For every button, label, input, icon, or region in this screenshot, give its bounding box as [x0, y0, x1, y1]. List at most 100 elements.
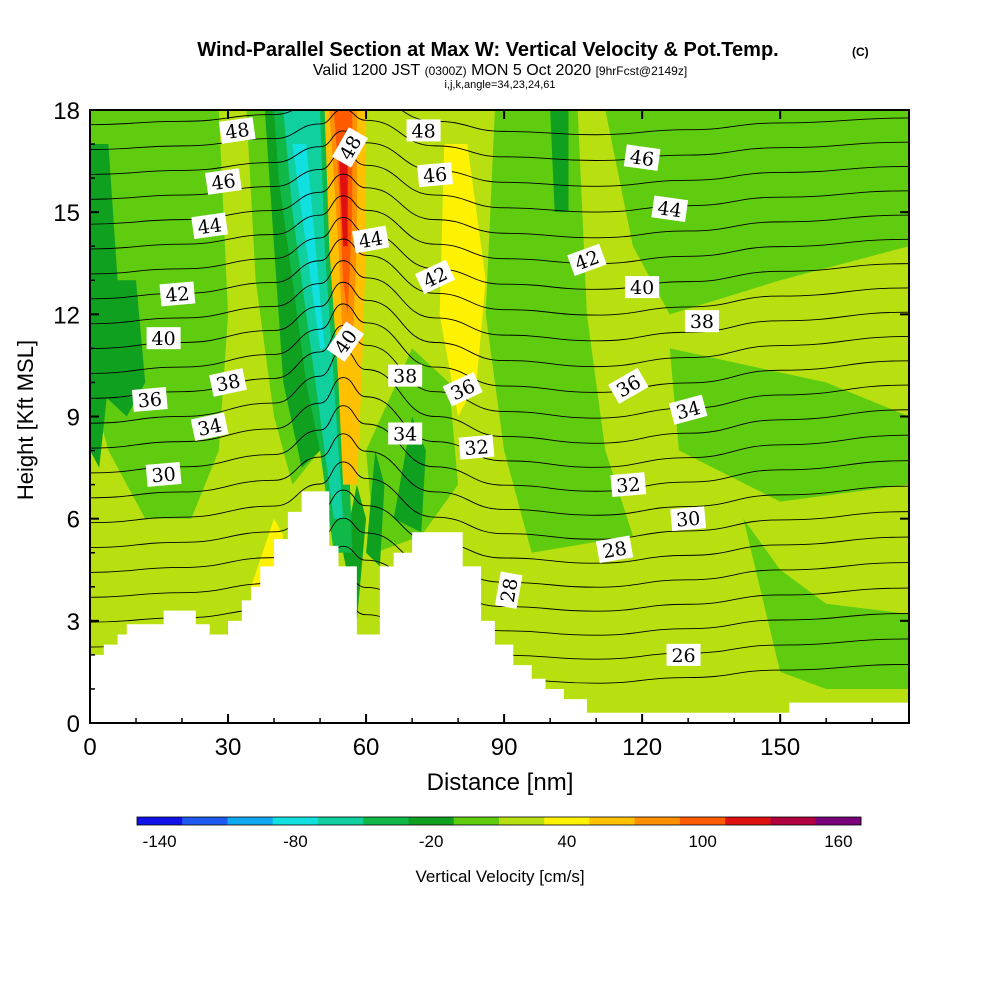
contour-label-box: [417, 162, 453, 188]
y-tick-label: 6: [67, 507, 80, 534]
theta-contour-line: [90, 195, 909, 265]
contour-label-box: [406, 119, 441, 142]
x-tick-label: 90: [491, 734, 518, 761]
theta-contour-line: [90, 238, 909, 316]
contour-label-box: [145, 461, 182, 487]
contour-label: 38: [684, 310, 719, 333]
contour-label: 28: [595, 535, 634, 564]
colorbar-swatch: [725, 817, 771, 825]
w-band: [366, 450, 385, 567]
colorbar-swatch: [499, 817, 545, 825]
contour-label-box: [146, 327, 181, 350]
contour-label-box: [494, 571, 523, 609]
subtitle-date: MON 5 Oct 2020: [471, 62, 591, 79]
contour-label-text: 38: [690, 311, 714, 333]
w-band: [338, 144, 348, 247]
w-band: [550, 110, 569, 213]
contour-label-text: 30: [151, 463, 177, 487]
chart-title-mark: (C): [852, 45, 869, 59]
colorbar-swatch: [770, 817, 817, 825]
colorbar-swatch: [544, 817, 590, 825]
contour-label: 44: [651, 195, 689, 223]
colorbar-swatch: [137, 817, 183, 825]
colorbar-tick-label: 100: [688, 832, 716, 851]
contour-label-text: 40: [152, 328, 176, 350]
contour-label: 42: [159, 281, 196, 307]
w-band: [90, 280, 146, 417]
contour-label-text: 34: [196, 414, 224, 441]
contour-label: 48: [218, 117, 256, 144]
theta-contour-line: [90, 93, 909, 109]
contour-label-box: [131, 387, 168, 412]
contour-label-text: 46: [422, 164, 448, 188]
w-band: [743, 518, 909, 689]
theta-contour-line: [90, 281, 909, 368]
contour-label-box: [651, 195, 689, 223]
chart-subtitle: Valid 1200 JST (0300Z) MON 5 Oct 2020 [9…: [313, 62, 687, 79]
contour-label-box: [595, 535, 634, 564]
y-tick-label: 0: [67, 711, 80, 738]
contour-label-text: 26: [671, 645, 695, 667]
theta-contour-line: [90, 461, 909, 540]
w-band: [605, 110, 909, 315]
theta-contour-line: [90, 152, 909, 213]
colorbar-tick-label: -80: [283, 832, 308, 851]
w-band: [485, 110, 633, 553]
contour-label: 46: [205, 168, 242, 195]
contour-label-text: 44: [656, 197, 683, 222]
contour-label-text: 36: [137, 388, 163, 412]
y-tick-label: 9: [67, 405, 80, 432]
contour-label-box: [567, 243, 607, 276]
colorbar-swatch: [408, 817, 455, 825]
contour-label-box: [625, 276, 660, 299]
w-band: [393, 416, 426, 533]
theta-contour-line: [90, 433, 909, 516]
contour-label-box: [415, 259, 456, 295]
contour-label-text: 46: [628, 146, 655, 171]
contour-label-box: [205, 168, 242, 195]
colorbar-tick-label: -140: [143, 832, 177, 851]
contour-label-text: 38: [214, 370, 242, 397]
contour-label: 44: [191, 212, 228, 239]
colorbar-swatch: [453, 817, 500, 825]
w-band: [283, 110, 344, 519]
chart-title: Wind-Parallel Section at Max W: Vertical…: [197, 39, 778, 61]
colorbar-swatch: [227, 817, 274, 825]
contour-label-text: 40: [630, 277, 654, 299]
theta-contour-line: [90, 216, 909, 290]
colorbar-swatch: [680, 817, 726, 825]
y-tick-label: 12: [53, 302, 80, 329]
subtitle-fcst: [9hrFcst@2149z]: [596, 64, 688, 78]
contour-label: 40: [146, 327, 181, 350]
colorbar-swatch: [318, 817, 364, 825]
x-axis-title: Distance [nm]: [427, 769, 574, 796]
theta-contour-line: [90, 303, 909, 393]
x-tick-label: 0: [83, 734, 96, 761]
colorbar-tick-label: 40: [557, 832, 576, 851]
contour-label-box: [209, 368, 247, 397]
contour-label: 30: [145, 461, 182, 487]
colorbar-tick-label: -20: [419, 832, 444, 851]
subtitle-valid: Valid 1200 JST: [313, 62, 421, 79]
contour-label-box: [668, 394, 708, 425]
contour-label: 48: [406, 119, 441, 142]
colorbar-frame: [136, 816, 862, 826]
contour-label: 40: [625, 276, 660, 299]
contour-label: 32: [458, 434, 495, 460]
contour-label: 46: [623, 144, 661, 171]
contour-label-box: [326, 321, 365, 362]
w-band: [439, 144, 486, 417]
y-axis-title: Height [Kft MSL]: [13, 340, 38, 500]
w-band: [292, 144, 325, 349]
contour-label-box: [190, 412, 229, 442]
contour-label-box: [610, 472, 647, 498]
colorbar-swatch: [363, 817, 409, 825]
theta-contour-line: [90, 377, 909, 468]
contour-label-box: [218, 117, 256, 144]
contour-label-text: 44: [196, 214, 223, 239]
contour-label-box: [608, 367, 649, 404]
contour-label-text: 48: [411, 120, 435, 142]
colorbar-swatch: [634, 817, 681, 825]
contour-label-text: 34: [393, 424, 417, 446]
contour-label-text: 28: [497, 577, 523, 605]
